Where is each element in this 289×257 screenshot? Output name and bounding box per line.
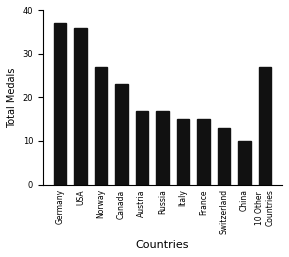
Bar — [54, 23, 66, 185]
Bar — [115, 84, 127, 185]
X-axis label: Countries: Countries — [136, 240, 189, 250]
Bar — [156, 111, 168, 185]
Bar — [74, 28, 86, 185]
Bar — [259, 67, 271, 185]
Bar — [218, 128, 230, 185]
Bar — [238, 141, 251, 185]
Bar — [95, 67, 107, 185]
Bar — [197, 119, 210, 185]
Bar — [177, 119, 189, 185]
Bar — [136, 111, 148, 185]
Y-axis label: Total Medals: Total Medals — [7, 67, 17, 128]
